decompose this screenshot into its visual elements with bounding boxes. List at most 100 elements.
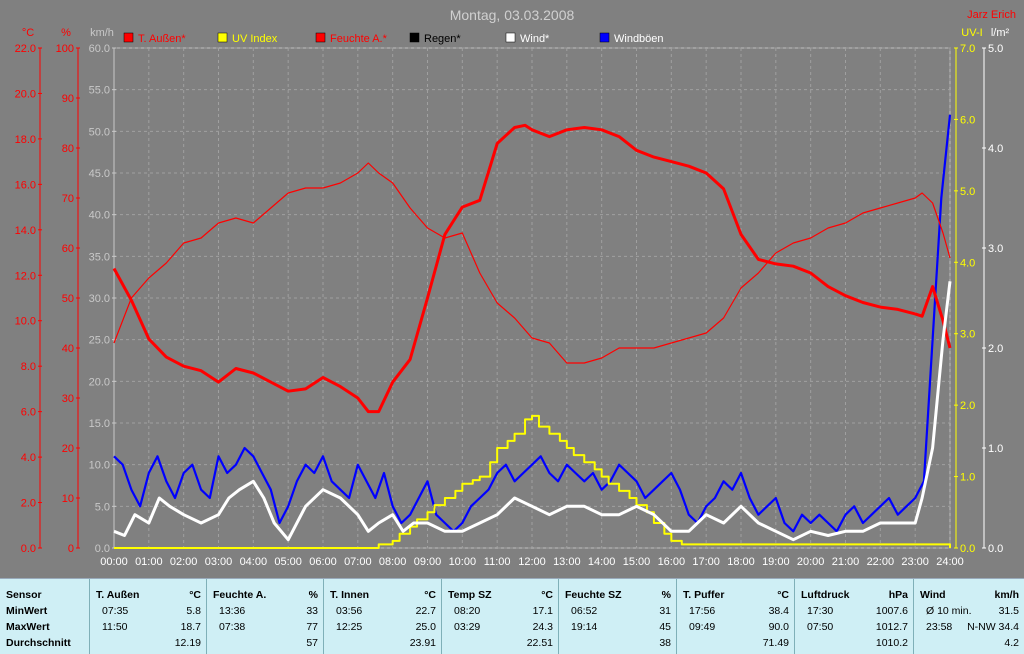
wind-tick-label: 45.0 — [89, 168, 110, 180]
rain-tick-label: 5.0 — [988, 43, 1003, 55]
hum-tick-label: 100 — [56, 43, 74, 55]
x-tick-label: 00:00 — [100, 556, 128, 568]
legend-label: Regen* — [424, 33, 461, 45]
legend-label: Wind* — [520, 33, 550, 45]
stats-column-name: Feuchte SZ — [565, 589, 622, 601]
max-row: 12:25 25.0 — [330, 621, 436, 635]
legend-label: T. Außen* — [138, 33, 186, 45]
temp-tick-label: 2.0 — [21, 498, 36, 510]
hum-tick-label: 40 — [62, 343, 74, 355]
chart-area: Montag, 03.03.2008 Jarz Erich 0.0 2.0 4.0 6.0… — [15, 7, 1016, 568]
x-tick-label: 01:00 — [135, 556, 163, 568]
x-tick-label: 24:00 — [936, 556, 964, 568]
max-time: 11:50 — [102, 621, 128, 633]
x-tick-label: 02:00 — [170, 556, 198, 568]
min-time: 13:36 — [219, 605, 246, 617]
hum-tick-label: 70 — [62, 193, 74, 205]
x-tick-label: 15:00 — [623, 556, 651, 568]
series-wind — [113, 281, 952, 542]
stats-column-header: T. Puffer °C — [683, 589, 789, 601]
min-value: 22.7 — [415, 605, 436, 617]
temp-tick-label: 18.0 — [15, 134, 36, 146]
avg-value: 57 — [306, 637, 318, 649]
min-value: 33 — [306, 605, 318, 617]
max-row: 07:50 1012.7 — [801, 621, 908, 635]
legend-swatch — [599, 32, 610, 43]
max-value: 90.0 — [768, 621, 789, 633]
max-row: 11:50 18.7 — [96, 621, 201, 635]
stats-column-name: Wind — [920, 589, 946, 601]
avg-row: 57 — [213, 637, 318, 651]
wind-tick-label: 60.0 — [89, 43, 110, 55]
avg-row: 12.19 — [96, 637, 201, 651]
max-value: 24.3 — [532, 621, 553, 633]
series-tauen — [112, 123, 952, 414]
uv-tick-label: 7.0 — [960, 43, 975, 55]
legend-swatch — [123, 32, 134, 43]
stats-column-header: T. Außen °C — [96, 589, 201, 601]
rain-tick-label: 1.0 — [988, 443, 1003, 455]
temp-tick-label: 14.0 — [15, 225, 36, 237]
min-time: 03:56 — [336, 605, 363, 617]
stats-column-unit: km/h — [994, 589, 1019, 601]
avg-row: 22.51 — [448, 637, 553, 651]
hum-tick-label: 10 — [62, 493, 74, 505]
stats-column-header: Wind km/h — [920, 589, 1019, 601]
hum-tick-label: 50 — [62, 293, 74, 305]
hum-unit-label: % — [61, 27, 71, 39]
series-windben — [113, 114, 952, 533]
temp-tick-label: 10.0 — [15, 316, 36, 328]
wind-tick-label: 35.0 — [89, 251, 110, 263]
avg-value: 22.51 — [526, 637, 553, 649]
legend-label: Feuchte A.* — [330, 33, 388, 45]
avg-value: 38 — [659, 637, 671, 649]
temp-tick-label: 4.0 — [21, 452, 36, 464]
min-row: 17:56 38.4 — [683, 605, 789, 619]
hum-tick-label: 60 — [62, 243, 74, 255]
x-tick-label: 09:00 — [414, 556, 442, 568]
rain-tick-label: 4.0 — [988, 143, 1003, 155]
min-time: Ø 10 min. — [926, 605, 972, 617]
min-value: 31 — [659, 605, 671, 617]
temp-tick-label: 0.0 — [21, 543, 36, 555]
rain-tick-label: 2.0 — [988, 343, 1003, 355]
wind-tick-label: 50.0 — [89, 126, 110, 138]
max-time: 19:14 — [571, 621, 598, 633]
avg-value: 4.2 — [1004, 637, 1019, 649]
stats-column-name: Feuchte A. — [213, 589, 267, 601]
x-tick-label: 20:00 — [797, 556, 825, 568]
avg-value: 12.19 — [174, 637, 201, 649]
temp-tick-label: 12.0 — [15, 270, 36, 282]
x-tick-label: 23:00 — [901, 556, 929, 568]
x-tick-label: 11:00 — [484, 556, 511, 568]
x-tick-label: 08:00 — [379, 556, 407, 568]
min-row: Ø 10 min. 31.5 — [920, 605, 1019, 619]
stats-column-unit: hPa — [888, 589, 908, 601]
hum-tick-label: 30 — [62, 393, 74, 405]
stats-column-unit: °C — [541, 589, 553, 601]
min-time: 07:35 — [102, 605, 129, 617]
wind-tick-label: 20.0 — [89, 376, 110, 388]
sensor-label-column: Sensor MinWert MaxWert Durchschnitt — [0, 579, 88, 654]
series-uvindex — [114, 414, 951, 549]
max-label: MaxWert — [6, 621, 50, 633]
stats-column-header: T. Innen °C — [330, 589, 436, 601]
min-value: 38.4 — [768, 605, 789, 617]
max-time: 09:49 — [689, 621, 716, 633]
max-time: 23:58 — [926, 621, 953, 633]
x-tick-label: 13:00 — [553, 556, 581, 568]
legend-label: Windböen — [614, 33, 664, 45]
stats-column-name: Luftdruck — [801, 589, 850, 601]
temp-tick-label: 6.0 — [21, 407, 36, 419]
sensor-header: Sensor — [6, 589, 42, 601]
stats-column-2: Feuchte A.% 13:36 33 07:38 77 57 — [206, 579, 324, 654]
stats-column-8: Wind km/h Ø 10 min. 31.5 23:58 N-NW 34.4 4.2 — [913, 579, 1024, 654]
legend-label: UV Index — [232, 33, 278, 45]
x-tick-label: 04:00 — [240, 556, 268, 568]
wind-tick-label: 15.0 — [89, 418, 110, 430]
temp-tick-label: 22.0 — [15, 43, 36, 55]
stats-column-unit: % — [661, 589, 671, 601]
x-tick-label: 07:00 — [344, 556, 372, 568]
uv-tick-label: 5.0 — [960, 186, 975, 198]
rain-tick-label: 3.0 — [988, 243, 1003, 255]
